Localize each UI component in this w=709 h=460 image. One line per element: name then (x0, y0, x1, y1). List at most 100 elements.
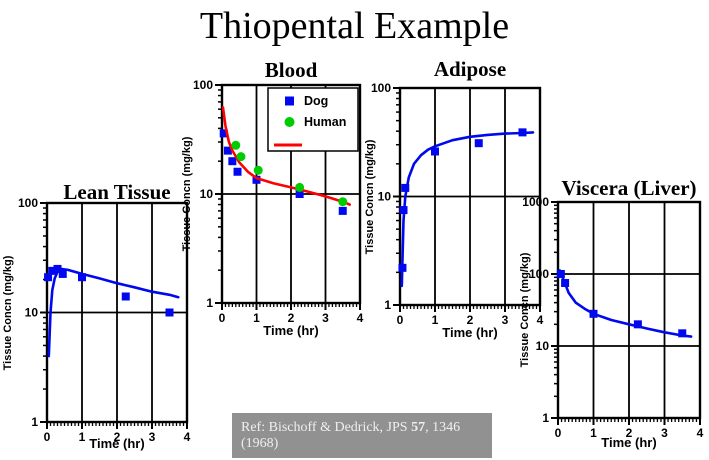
adipose-x-axis-label: Time (hr) (442, 325, 497, 340)
data-point-square (431, 147, 439, 156)
viscera-liver-x-tick-label: 4 (697, 426, 704, 440)
adipose-chart: Adipose Time (hr) Tissue Concn (mg/kg) 1 10 1… (365, 57, 544, 340)
adipose-ticks (393, 87, 541, 312)
data-point-square (678, 329, 687, 338)
blood-x-tick-label: 3 (322, 311, 329, 325)
adipose-x-tick-label: 3 (502, 313, 509, 327)
data-point-square (233, 167, 242, 176)
data-point-square (399, 206, 408, 215)
viscera-liver-series-dog (556, 270, 687, 338)
viscera-liver-x-tick-label: 3 (661, 426, 668, 440)
lean-tissue-ticks (40, 202, 188, 429)
viscera-liver-y-axis-label: Tissue Concn (mg/kg) (520, 252, 531, 367)
data-point-square (633, 320, 642, 329)
lean-tissue-x-tick-label: 0 (44, 430, 51, 444)
adipose-y-axis-label: Tissue Concn (mg/kg) (365, 139, 376, 254)
data-point-square (518, 128, 527, 137)
viscera-liver-x-tick-label: 0 (555, 426, 562, 440)
legend-circle-marker (284, 117, 295, 127)
adipose-title: Adipose (434, 57, 506, 81)
viscera-liver-y-tick-label: 1000 (522, 195, 549, 209)
lean-tissue-y-tick-label: 100 (18, 196, 38, 210)
lean-tissue-x-tick-label: 1 (79, 430, 86, 444)
blood-x-axis-label: Time (hr) (263, 323, 318, 338)
adipose-x-tick-label: 1 (432, 313, 439, 327)
data-point-square (474, 139, 483, 148)
viscera-liver-y-tick-label: 10 (536, 339, 550, 353)
blood-plot-border (220, 83, 362, 305)
data-point-square (252, 175, 261, 184)
lean-tissue-series-model (47, 267, 180, 358)
blood-x-tick-label: 4 (357, 311, 364, 325)
blood-y-tick-label: 1 (206, 296, 213, 310)
adipose-series-dog (398, 128, 527, 272)
adipose-x-tick-label: 0 (397, 313, 404, 327)
lean-tissue-x-tick-label: 3 (149, 430, 156, 444)
data-point-square (556, 270, 565, 278)
lean-tissue-y-tick-label: 10 (25, 306, 39, 320)
lean-tissue-chart: Lean Tissue Time (hr) Tissue Concn (mg/kg)… (2, 180, 191, 451)
viscera-liver-plot-border (556, 200, 702, 420)
data-point-square (48, 266, 57, 275)
lean-tissue-series-dog (44, 264, 174, 317)
blood-y-tick-label: 100 (193, 78, 213, 92)
data-point-square (223, 146, 232, 155)
data-point-square (219, 129, 228, 138)
adipose-gridlines (400, 88, 540, 305)
data-point-square (121, 292, 130, 301)
lean-tissue-gridlines (47, 203, 187, 422)
adipose-plot-border (398, 86, 542, 307)
legend-label: Human (304, 115, 346, 129)
data-point-square (398, 263, 407, 272)
data-point-circle (295, 182, 305, 192)
data-point-circle (338, 197, 348, 207)
reference-box: Ref: Bischoff & Dedrick, JPS 57, 1346 (1… (232, 413, 492, 458)
viscera-liver-ticks (551, 201, 701, 425)
legend-square-marker (285, 96, 294, 106)
blood-series-human (231, 140, 348, 207)
legend-label: Dog (304, 94, 328, 108)
adipose-x-tick-label: 2 (467, 313, 474, 327)
data-point-circle (236, 152, 246, 162)
viscera-liver-series-model (558, 269, 693, 338)
lean-tissue-title: Lean Tissue (63, 180, 170, 204)
reference-volume: 57 (411, 420, 426, 435)
adipose-y-tick-label: 10 (378, 190, 392, 204)
data-point-square (53, 264, 62, 273)
data-point-square (228, 157, 237, 166)
data-point-square (44, 273, 53, 282)
lean-tissue-y-axis-label: Tissue Concn (mg/kg) (2, 255, 14, 370)
data-point-square (561, 278, 570, 287)
blood-series-dog (219, 129, 347, 215)
data-point-square (589, 309, 598, 318)
blood-y-tick-label: 10 (200, 187, 214, 201)
reference-text: Ref: Bischoff & Dedrick, JPS 57, 1346 (1… (241, 420, 461, 451)
data-point-square (338, 206, 347, 215)
blood-series-model (221, 106, 351, 206)
page-title: Thiopental Example (199, 5, 510, 47)
adipose-x-tick-label: 4 (537, 313, 544, 327)
blood-legend: Dog Human (267, 87, 359, 152)
adipose-y-tick-label: 100 (371, 81, 391, 95)
blood-title: Blood (265, 58, 318, 82)
lean-tissue-x-tick-label: 4 (184, 430, 191, 444)
viscera-liver-gridlines (558, 202, 700, 418)
data-point-square (165, 308, 174, 317)
data-point-circle (231, 140, 241, 150)
blood-x-tick-label: 2 (288, 311, 295, 325)
lean-tissue-plot-border (45, 201, 189, 424)
viscera-liver-y-tick-label: 100 (529, 267, 549, 281)
viscera-liver-chart: Viscera (Liver) Time (hr) Tissue Concn (mg… (520, 176, 704, 450)
lean-tissue-x-axis-label: Time (hr) (89, 436, 144, 451)
viscera-liver-y-tick-label: 1 (542, 411, 549, 425)
blood-y-axis-label: Tissue Concn (mg/kg) (182, 136, 193, 251)
viscera-liver-title: Viscera (Liver) (561, 176, 696, 200)
blood-x-tick-label: 0 (219, 311, 226, 325)
viscera-liver-x-tick-label: 1 (590, 426, 597, 440)
viscera-liver-x-axis-label: Time (hr) (601, 435, 656, 450)
blood-x-tick-label: 1 (253, 311, 260, 325)
data-point-square (401, 183, 410, 192)
lean-tissue-y-tick-label: 1 (31, 415, 38, 429)
data-point-circle (253, 165, 263, 175)
